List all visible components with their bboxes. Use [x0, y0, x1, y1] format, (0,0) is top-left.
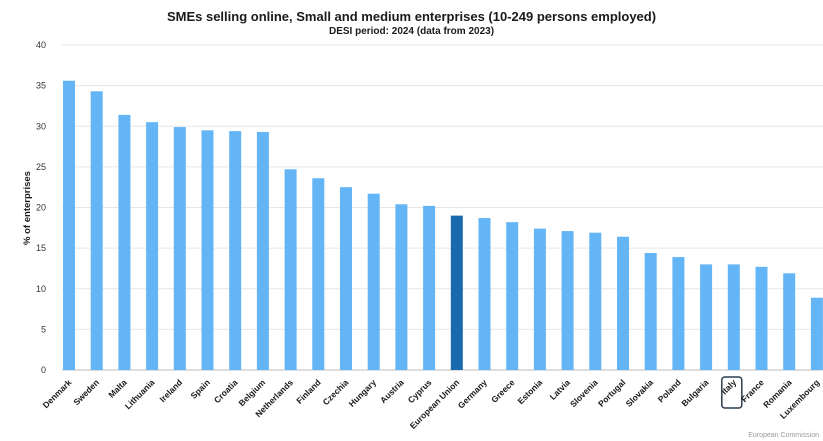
x-tick-label: Denmark	[41, 377, 74, 410]
bar[interactable]	[700, 264, 713, 370]
x-tick-label: Portugal	[596, 377, 627, 408]
bar[interactable]	[312, 178, 325, 370]
x-tick-label: European Union	[408, 377, 461, 430]
x-tick-label: Slovenia	[568, 377, 600, 409]
y-tick-label: 40	[36, 40, 46, 50]
y-tick-label: 35	[36, 81, 46, 91]
x-tick-label: Lithuania	[123, 377, 157, 411]
footer-source: European Commission	[748, 432, 819, 439]
x-tick-label: Spain	[188, 377, 211, 400]
y-axis-label: % of enterprises	[22, 171, 33, 245]
bar[interactable]	[229, 131, 242, 370]
y-tick-label: 10	[36, 284, 46, 294]
x-tick-label: Sweden	[71, 377, 101, 407]
bar[interactable]	[478, 218, 491, 370]
x-tick-label: Poland	[656, 377, 683, 404]
x-tick-label: Greece	[489, 377, 517, 405]
x-tick-label: Hungary	[347, 377, 379, 409]
x-tick-label: Austria	[378, 377, 406, 405]
x-tick-label: Finland	[294, 377, 322, 405]
bar[interactable]	[90, 91, 103, 370]
bar[interactable]	[367, 193, 380, 370]
bar[interactable]	[173, 127, 186, 370]
y-tick-label: 25	[36, 162, 46, 172]
bar[interactable]	[450, 215, 463, 370]
bar[interactable]	[256, 131, 269, 370]
bar[interactable]	[644, 253, 657, 370]
x-tick-label: Latvia	[548, 377, 573, 402]
chart-title: SMEs selling online, Small and medium en…	[166, 9, 657, 24]
bar[interactable]	[118, 114, 131, 370]
y-tick-label: 5	[41, 324, 46, 334]
bar[interactable]	[506, 222, 519, 370]
x-tick-label: Czechia	[321, 377, 351, 407]
x-tick-label: Malta	[106, 377, 129, 400]
bar[interactable]	[340, 187, 352, 370]
x-tick-label: Bulgaria	[679, 377, 710, 408]
chart-subtitle: DESI period: 2024 (data from 2023)	[328, 26, 495, 37]
bar[interactable]	[201, 130, 214, 370]
bar[interactable]	[423, 205, 436, 370]
x-tick-label: Ireland	[157, 377, 184, 404]
bar[interactable]	[589, 232, 602, 370]
y-tick-label: 0	[41, 365, 46, 375]
bar[interactable]	[617, 236, 629, 370]
bar[interactable]	[755, 266, 768, 370]
x-tick-label: Estonia	[516, 377, 545, 406]
highlight-box	[721, 376, 743, 409]
bar[interactable]	[810, 297, 823, 370]
bar[interactable]	[146, 122, 159, 370]
bar[interactable]	[783, 273, 796, 370]
x-tick-label: France	[739, 377, 766, 404]
y-tick-label: 20	[36, 203, 46, 213]
bar[interactable]	[395, 204, 408, 370]
x-tick-label: Germany	[456, 377, 489, 410]
y-tick-label: 15	[36, 243, 46, 253]
bar[interactable]	[727, 264, 740, 370]
x-tick-label: Slovakia	[624, 377, 656, 409]
bar[interactable]	[672, 257, 685, 370]
bar[interactable]	[284, 169, 297, 370]
bar[interactable]	[533, 228, 546, 370]
bar[interactable]	[561, 231, 574, 370]
y-tick-label: 30	[36, 121, 46, 131]
bar[interactable]	[63, 80, 75, 370]
